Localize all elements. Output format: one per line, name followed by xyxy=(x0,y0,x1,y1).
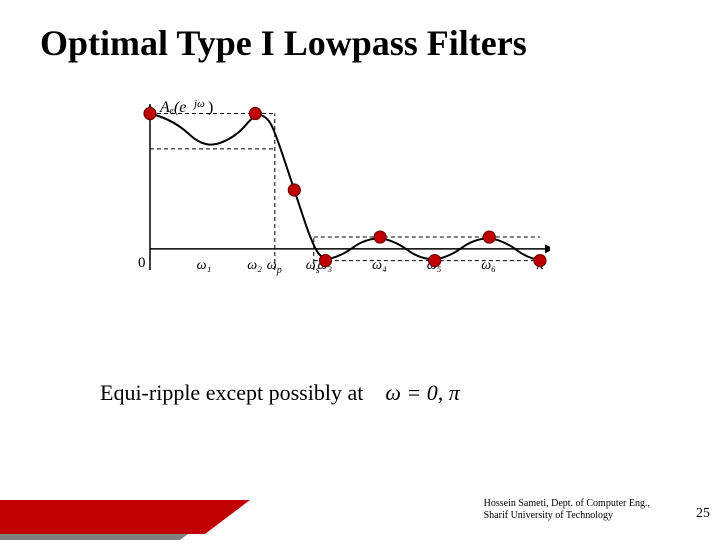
svg-text:0: 0 xyxy=(138,255,146,271)
caption-math: ω = 0, π xyxy=(385,380,459,405)
svg-text:ω₁: ω₁ xyxy=(197,258,212,273)
svg-text:ω: ω xyxy=(306,258,316,273)
slide-number: 25 xyxy=(696,506,710,522)
svg-text:ω₂: ω₂ xyxy=(247,258,262,273)
slide-decoration xyxy=(0,500,250,540)
footer-line2: Sharif University of Technology xyxy=(484,510,650,522)
svg-text:ω: ω xyxy=(267,258,277,273)
svg-text:p: p xyxy=(276,265,282,276)
filter-response-chart: Aₑ(ejω)0ω₁ω₂ωpωsω₃ω₄ω₅ω₆πω xyxy=(110,100,550,310)
svg-text:jω: jω xyxy=(192,100,205,110)
footer-line1: Hossein Sameti, Dept. of Computer Eng., xyxy=(484,498,650,510)
caption-text: Equi-ripple except possibly at xyxy=(100,380,363,405)
svg-text:ω₄: ω₄ xyxy=(372,258,387,273)
chart-caption: Equi-ripple except possibly at ω = 0, π xyxy=(100,380,460,406)
footer-credit: Hossein Sameti, Dept. of Computer Eng., … xyxy=(484,498,650,522)
svg-text:ω₆: ω₆ xyxy=(481,258,496,273)
page-title: Optimal Type I Lowpass Filters xyxy=(40,22,527,64)
